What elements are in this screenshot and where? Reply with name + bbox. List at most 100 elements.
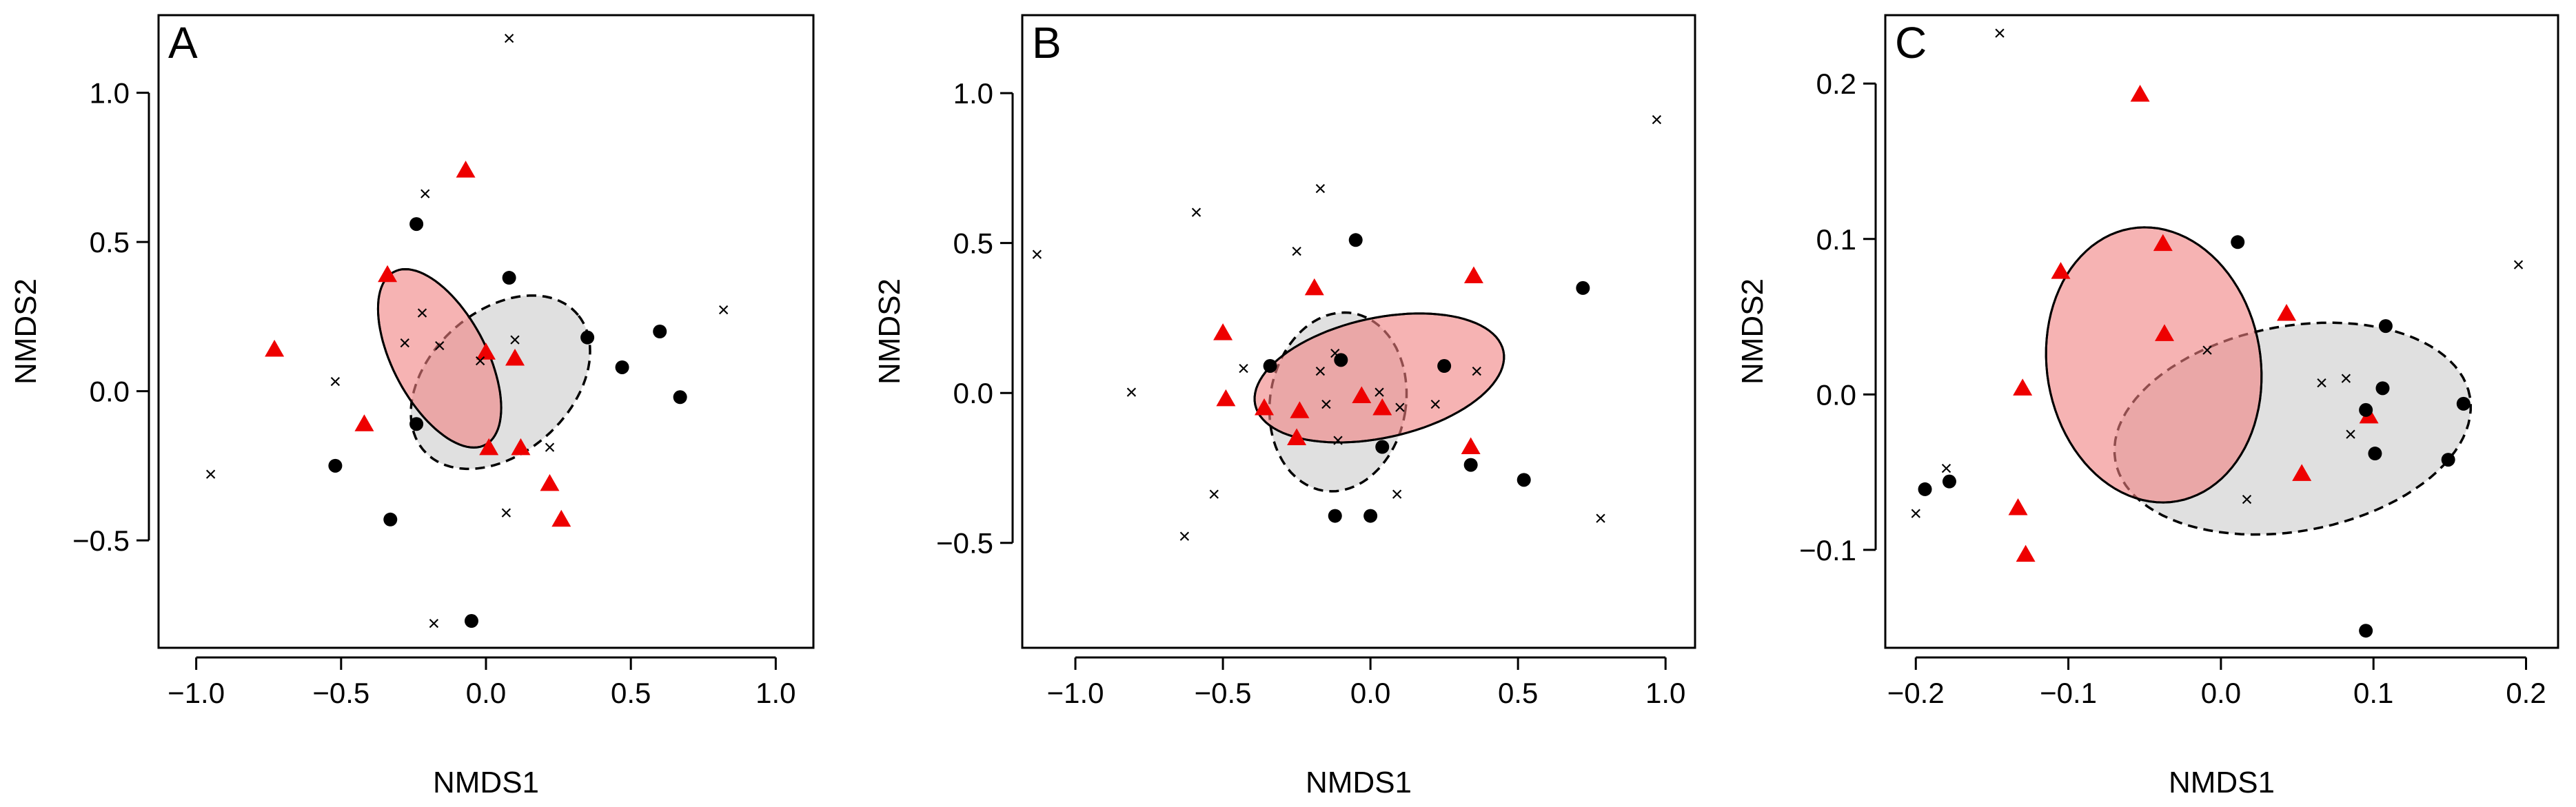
cross-point: × — [1190, 201, 1203, 224]
triangle-point — [2016, 544, 2036, 562]
dot-point — [2456, 396, 2471, 411]
cross-point: × — [1373, 381, 1386, 404]
panel-letter: A — [168, 18, 198, 68]
triangle-point — [1287, 428, 1307, 445]
dot-point — [1363, 509, 1378, 523]
x-tick-label: 1.0 — [755, 677, 795, 709]
cross-point: × — [419, 183, 432, 205]
triangle-point — [456, 161, 476, 178]
cross-point: × — [1470, 360, 1483, 383]
dot-point — [1328, 509, 1342, 523]
cross-point: × — [416, 302, 429, 325]
triangle-point — [1290, 401, 1310, 418]
x-tick-label: 0.1 — [2353, 677, 2393, 709]
triangle-point — [1352, 386, 1372, 404]
dot-point — [1918, 482, 1932, 496]
triangle-point — [2013, 378, 2033, 396]
x-tick-label: −0.5 — [1195, 677, 1252, 709]
cross-point: × — [399, 331, 412, 354]
triangle-point — [476, 343, 496, 360]
ellipse-red-outline — [376, 268, 503, 449]
x-tick-label: 0.5 — [1498, 677, 1538, 709]
triangle-point — [2155, 324, 2175, 341]
panel-b: ××××××××× ×× × ×××× ×××−1.0 −0.5 0.0 0.5 1.0−0.5… — [873, 14, 1696, 799]
panel-letter: B — [1032, 18, 1062, 68]
cross-point: × — [1940, 458, 1953, 480]
y-tick-label: 0.0 — [90, 376, 130, 408]
x-tick-label: 0.2 — [2506, 677, 2546, 709]
dot-point — [502, 271, 516, 285]
cross-point: × — [434, 335, 446, 358]
cross-point: × — [1394, 396, 1406, 419]
cross-point: × — [1315, 177, 1327, 200]
y-tick-label: 0.5 — [953, 227, 993, 260]
triangle-point — [1216, 389, 1236, 407]
triangle-point — [2277, 304, 2297, 321]
cross-point: × — [1332, 429, 1344, 452]
dot-point — [673, 390, 687, 405]
dot-point — [1375, 440, 1390, 454]
triangle-point — [505, 348, 525, 366]
dot-point — [2231, 235, 2245, 249]
dot-point — [1463, 458, 1478, 472]
ellipse-red — [1253, 312, 1505, 444]
y-tick-label: 0.5 — [90, 226, 130, 258]
y-tick-label: −0.5 — [72, 524, 130, 557]
triangle-point — [551, 509, 571, 527]
triangle-point — [2130, 85, 2150, 102]
cross-point: × — [1208, 483, 1220, 506]
y-tick-label: 0.0 — [953, 377, 993, 409]
plot-frame — [1021, 14, 1696, 649]
x-tick-label: −1.0 — [1047, 677, 1104, 709]
y-tick-label: 0.0 — [1816, 378, 1856, 411]
cross-point: × — [1391, 483, 1403, 506]
ellipse-red — [2045, 226, 2263, 504]
panel-letter: C — [1895, 18, 1927, 68]
dot-point — [1517, 473, 1531, 487]
cross-point: × — [1430, 394, 1442, 416]
dot-point — [2378, 319, 2393, 334]
dot-point — [1437, 359, 1452, 374]
dot-point — [464, 614, 478, 629]
cross-point: × — [1179, 525, 1191, 548]
triangle-point — [1255, 398, 1275, 416]
triangle-point — [265, 339, 285, 357]
y-axis-title: NMDS2 — [9, 278, 43, 385]
x-tick-label: 0.0 — [466, 677, 506, 709]
cross-point: × — [1320, 394, 1332, 416]
ellipse-red-outline — [1253, 312, 1505, 444]
dot-point — [1263, 359, 1277, 374]
triangle-point — [1372, 398, 1392, 416]
triangle-point — [378, 265, 398, 283]
dot-point — [2375, 381, 2390, 396]
dot-point — [1942, 474, 1956, 489]
cross-point: × — [509, 329, 521, 351]
y-tick-label: −0.1 — [1799, 534, 1856, 566]
triangle-point — [1213, 323, 1233, 340]
cross-point: × — [1315, 360, 1327, 383]
x-axis-title: NMDS1 — [2169, 766, 2275, 799]
triangle-point — [479, 438, 499, 456]
cross-point: × — [1290, 241, 1303, 263]
x-axis-title: NMDS1 — [1306, 766, 1412, 799]
y-tick-label: −0.5 — [936, 527, 993, 560]
dot-point — [328, 458, 343, 473]
dot-point — [2441, 453, 2455, 467]
panel-c: × × × × × × × × × −0.2 −0.1 0.0 0.1 0.2 −0.1 0.0 0.1 0.2 N… — [1736, 14, 2559, 799]
cross-point: × — [1994, 22, 2006, 45]
cross-point: × — [1237, 357, 1250, 380]
cross-point: × — [2340, 367, 2353, 390]
cross-point: × — [428, 612, 440, 635]
cross-point: × — [1126, 381, 1138, 404]
cross-point: × — [1031, 243, 1044, 266]
x-tick-label: 0.0 — [2201, 677, 2241, 709]
triangle-point — [511, 438, 531, 456]
cross-point: × — [1329, 343, 1341, 365]
cross-point: × — [1651, 108, 1663, 131]
cross-point: × — [718, 299, 730, 322]
y-axis-title: NMDS2 — [873, 278, 906, 385]
dot-point — [2359, 624, 2373, 638]
triangle-point — [1304, 278, 1324, 296]
dot-point — [409, 417, 424, 431]
